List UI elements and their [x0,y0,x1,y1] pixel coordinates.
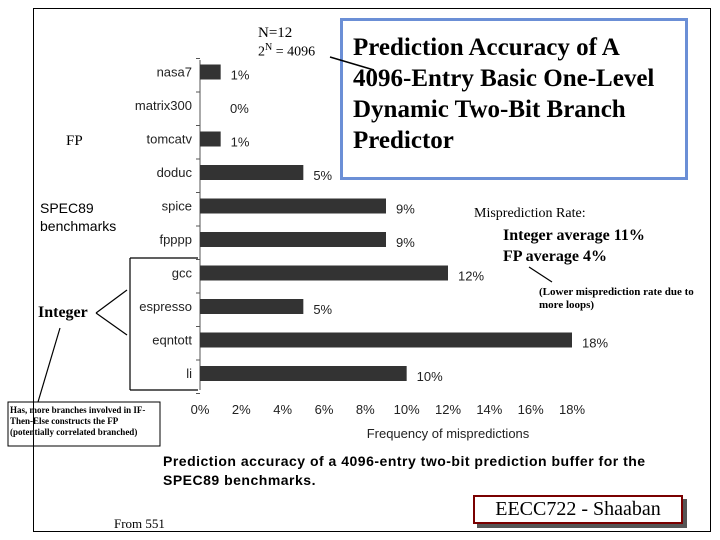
category-label: eqntott [152,333,192,348]
category-label: gcc [172,266,193,281]
x-tick-label: 2% [232,402,251,417]
bar [200,266,448,281]
bar [200,65,221,80]
x-tick-label: 16% [518,402,544,417]
chart-axes: 0% 2% 4% 6% 8% 10% 12% 14% 16% 18% Frequency of mi… [191,59,586,442]
integer-arrow-lower [96,313,127,335]
bar [200,299,303,314]
x-tick-label: 6% [315,402,334,417]
bar [200,366,407,381]
integer-note-box [8,402,160,446]
value-label: 10% [417,369,443,384]
value-label: 5% [313,168,332,183]
category-label: tomcatv [146,132,192,147]
bar [200,165,303,180]
value-label: 5% [313,302,332,317]
chart-bars: nasa7 1% matrix300 0% tomcatv 1% doduc 5% spice 9… [135,65,609,385]
loops-pointer-line [529,267,552,282]
value-label: 1% [231,135,250,150]
x-tick-label: 10% [394,402,420,417]
integer-arrow-upper [96,290,127,313]
value-label: 9% [396,235,415,250]
category-label: li [186,366,192,381]
x-tick-label: 12% [435,402,461,417]
n-pointer-line [330,57,374,70]
x-tick-label: 0% [191,402,210,417]
bar [200,232,386,247]
chart-annotations [8,57,552,446]
value-label: 18% [582,336,608,351]
value-label: 12% [458,269,484,284]
category-label: matrix300 [135,98,192,113]
bar [200,199,386,214]
note-pointer-line [38,328,60,402]
value-label: 1% [231,68,250,83]
x-tick-label: 18% [559,402,585,417]
x-tick-label: 8% [356,402,375,417]
x-tick-label: 4% [273,402,292,417]
x-axis-label: Frequency of mispredictions [367,426,530,441]
value-label: 9% [396,202,415,217]
category-label: nasa7 [157,65,192,80]
value-label: 0% [230,101,249,116]
bar [200,132,221,147]
category-label: fpppp [159,232,192,247]
category-label: doduc [157,165,193,180]
bar [200,333,572,348]
category-label: espresso [139,299,192,314]
x-tick-label: 14% [476,402,502,417]
category-label: spice [162,199,192,214]
